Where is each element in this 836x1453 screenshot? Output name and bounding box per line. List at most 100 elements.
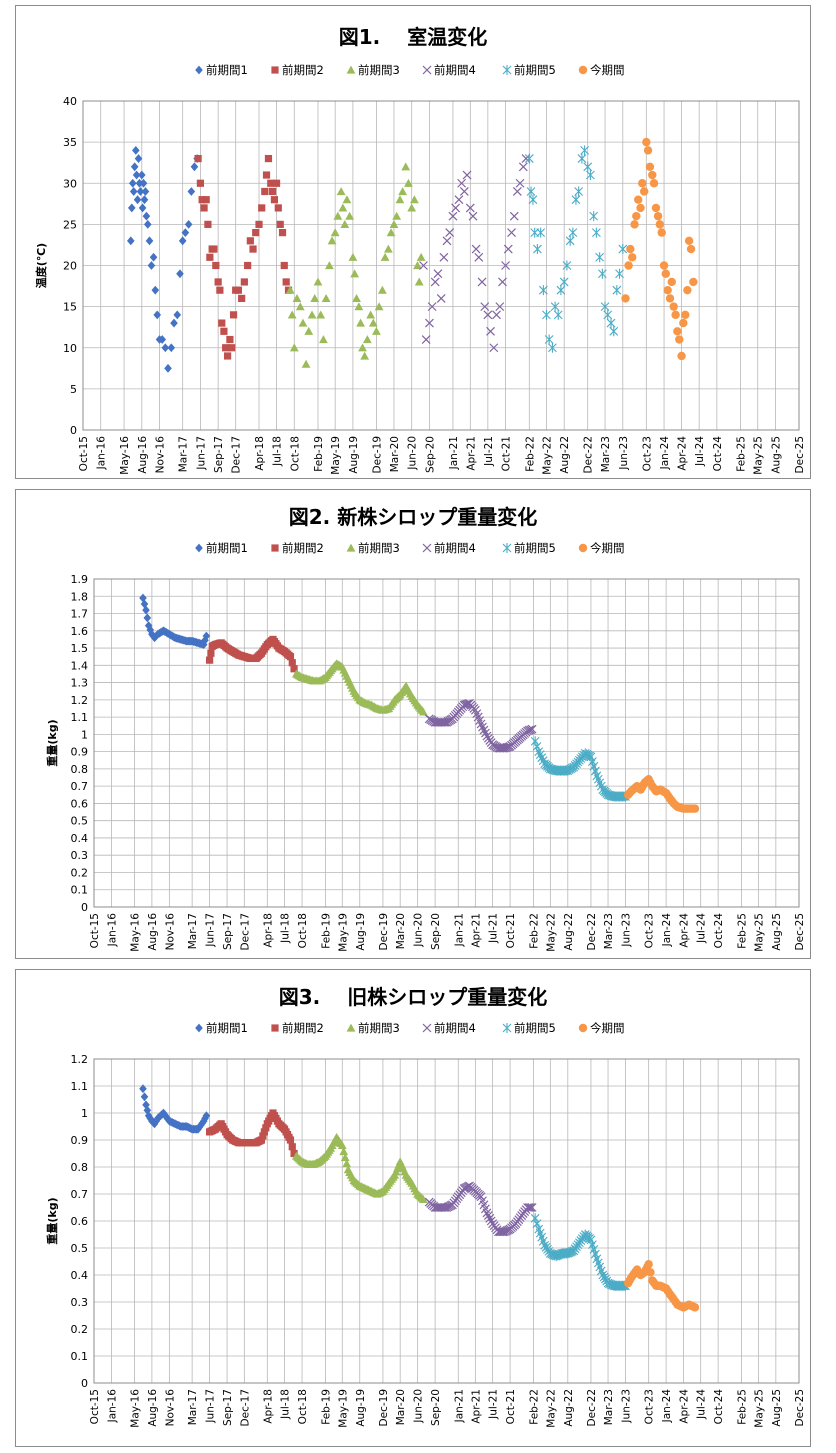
legend-marker (195, 1023, 203, 1033)
data-point (288, 659, 296, 667)
data-point (562, 260, 572, 271)
data-point (483, 1211, 493, 1221)
data-point (187, 187, 196, 196)
y-tick-label: 0 (81, 1377, 88, 1390)
data-point (139, 178, 148, 188)
data-point (609, 326, 619, 337)
y-tick-label: 1 (81, 1107, 88, 1120)
data-point (533, 244, 542, 255)
x-tick-label: Aug-22 (559, 436, 571, 474)
data-point (527, 1203, 537, 1212)
data-point (181, 228, 190, 237)
x-tick-label: Jun-23 (621, 1389, 633, 1424)
data-point (260, 1128, 268, 1136)
data-point (512, 187, 522, 196)
x-tick-label: Sep-20 (424, 436, 436, 473)
legend-marker (578, 543, 588, 553)
y-tick-label: 1.2 (71, 694, 89, 707)
data-point (142, 605, 150, 615)
y-tick-label: 0.5 (71, 815, 89, 828)
data-point (289, 343, 299, 352)
y-tick-label: 40 (63, 95, 77, 108)
data-point (528, 194, 538, 205)
data-point (218, 319, 226, 327)
legend-entry: 今期間 (590, 541, 625, 555)
x-tick-label: Apr-21 (470, 1389, 482, 1424)
data-point (638, 179, 647, 188)
data-point (143, 219, 152, 229)
data-point (404, 178, 413, 187)
x-tick-label: Aug-19 (355, 913, 367, 951)
x-tick-label: May-22 (545, 913, 557, 952)
legend-entry: 前期間3 (358, 541, 400, 555)
y-tick-label: 1.1 (71, 1080, 89, 1093)
data-point (337, 1141, 347, 1149)
data-point (671, 310, 680, 320)
data-point (597, 268, 607, 279)
data-point (268, 187, 277, 196)
x-tick-label: Oct-15 (89, 913, 101, 948)
legend-marker (271, 544, 279, 552)
data-point (643, 146, 653, 155)
x-tick-label: Oct-24 (713, 913, 725, 949)
data-point (501, 261, 511, 270)
data-point (636, 203, 645, 213)
data-point (407, 203, 417, 212)
legend-marker (422, 1023, 432, 1033)
data-point (550, 301, 560, 312)
data-point (366, 310, 376, 319)
plot-frame (82, 100, 800, 431)
data-point (526, 1203, 536, 1212)
data-point (639, 187, 649, 196)
data-point (683, 285, 692, 295)
data-point (301, 359, 311, 368)
data-point (246, 237, 254, 245)
data-point (226, 335, 234, 344)
x-tick-label: Feb-22 (524, 436, 536, 472)
data-point (482, 1208, 492, 1218)
data-point (255, 220, 263, 228)
x-tick-label: Jun-17 (205, 913, 217, 948)
y-tick-label: 0.9 (71, 1134, 89, 1147)
data-point (630, 220, 639, 229)
data-point (492, 310, 501, 320)
data-point (210, 245, 218, 253)
legend-marker (502, 65, 512, 75)
data-point (257, 1136, 266, 1144)
x-tick-label: Oct-15 (89, 1389, 101, 1424)
data-point (206, 253, 214, 261)
data-point (286, 1136, 295, 1144)
legend-entry: 前期間5 (514, 1021, 556, 1035)
x-tick-label: Dec-17 (239, 913, 251, 950)
data-point (663, 285, 672, 295)
data-point (141, 187, 150, 196)
data-point (147, 261, 156, 270)
x-tick-label: Jul-21 (488, 1389, 500, 1420)
data-point (679, 318, 688, 328)
data-point (285, 285, 295, 294)
data-point (374, 302, 384, 311)
data-point (133, 195, 142, 205)
data-point (161, 343, 170, 353)
x-tick-label: Mar-23 (600, 436, 612, 472)
x-tick-label: Jun-20 (407, 436, 419, 471)
data-point (140, 195, 149, 205)
data-point (327, 236, 337, 245)
x-tick-label: Dec-19 (378, 913, 390, 950)
x-tick-label: Aug-25 (770, 436, 782, 474)
data-point (377, 285, 387, 294)
data-point (173, 310, 182, 320)
data-point (589, 211, 599, 222)
y-tick-label: 10 (63, 342, 77, 355)
y-axis-label: 温度(℃) (34, 243, 48, 288)
legend-marker (346, 65, 356, 74)
data-point (624, 261, 633, 270)
data-point (127, 236, 135, 246)
data-point (383, 244, 393, 253)
legend-entry: 前期間3 (358, 1021, 400, 1035)
data-point (358, 343, 367, 352)
data-point (313, 277, 323, 286)
y-tick-label: 35 (63, 136, 77, 149)
data-point (389, 219, 399, 228)
data-point (249, 245, 257, 253)
